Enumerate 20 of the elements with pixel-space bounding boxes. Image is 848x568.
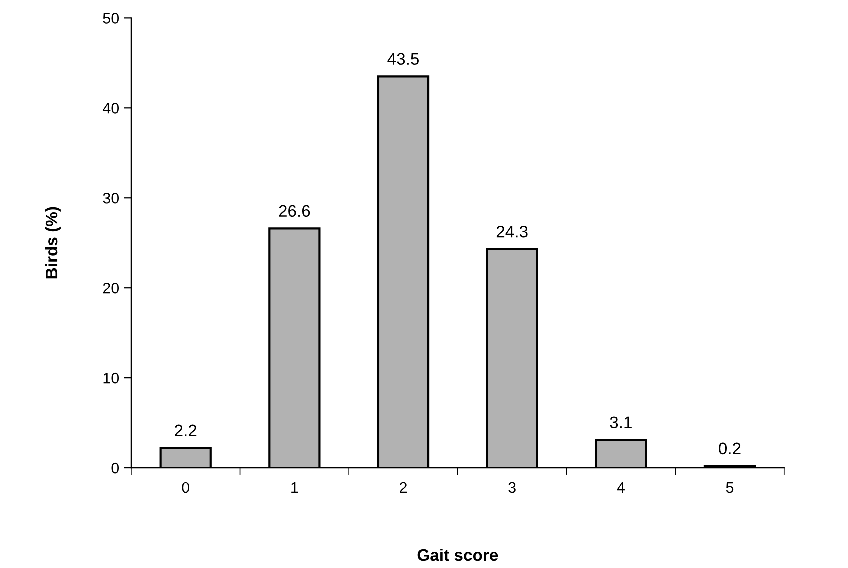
data-label: 3.1 — [610, 416, 632, 429]
y-tick-label: 10 — [104, 372, 120, 384]
x-tick-label: 4 — [617, 482, 625, 493]
x-axis-title: Gait score — [418, 548, 498, 562]
y-tick-label: 40 — [102, 103, 120, 114]
x-tick-label: 3 — [508, 482, 516, 494]
data-label: 26.6 — [279, 205, 310, 218]
x-tick-label: 5 — [726, 482, 734, 494]
data-label: 0.2 — [719, 442, 741, 455]
x-tick-label: 2 — [400, 482, 407, 493]
y-tick-label: 30 — [103, 192, 120, 204]
data-label: 24.3 — [496, 226, 528, 238]
y-tick-label: 0 — [112, 462, 120, 474]
data-label: 2.2 — [175, 424, 197, 436]
x-tick-label: 1 — [292, 482, 298, 493]
data-label: 43.5 — [388, 53, 420, 66]
y-tick-label: 50 — [103, 13, 120, 24]
y-tick-label: 20 — [103, 282, 120, 294]
x-tick-label: 0 — [182, 482, 190, 494]
y-axis-title: Birds (%) — [45, 207, 61, 279]
